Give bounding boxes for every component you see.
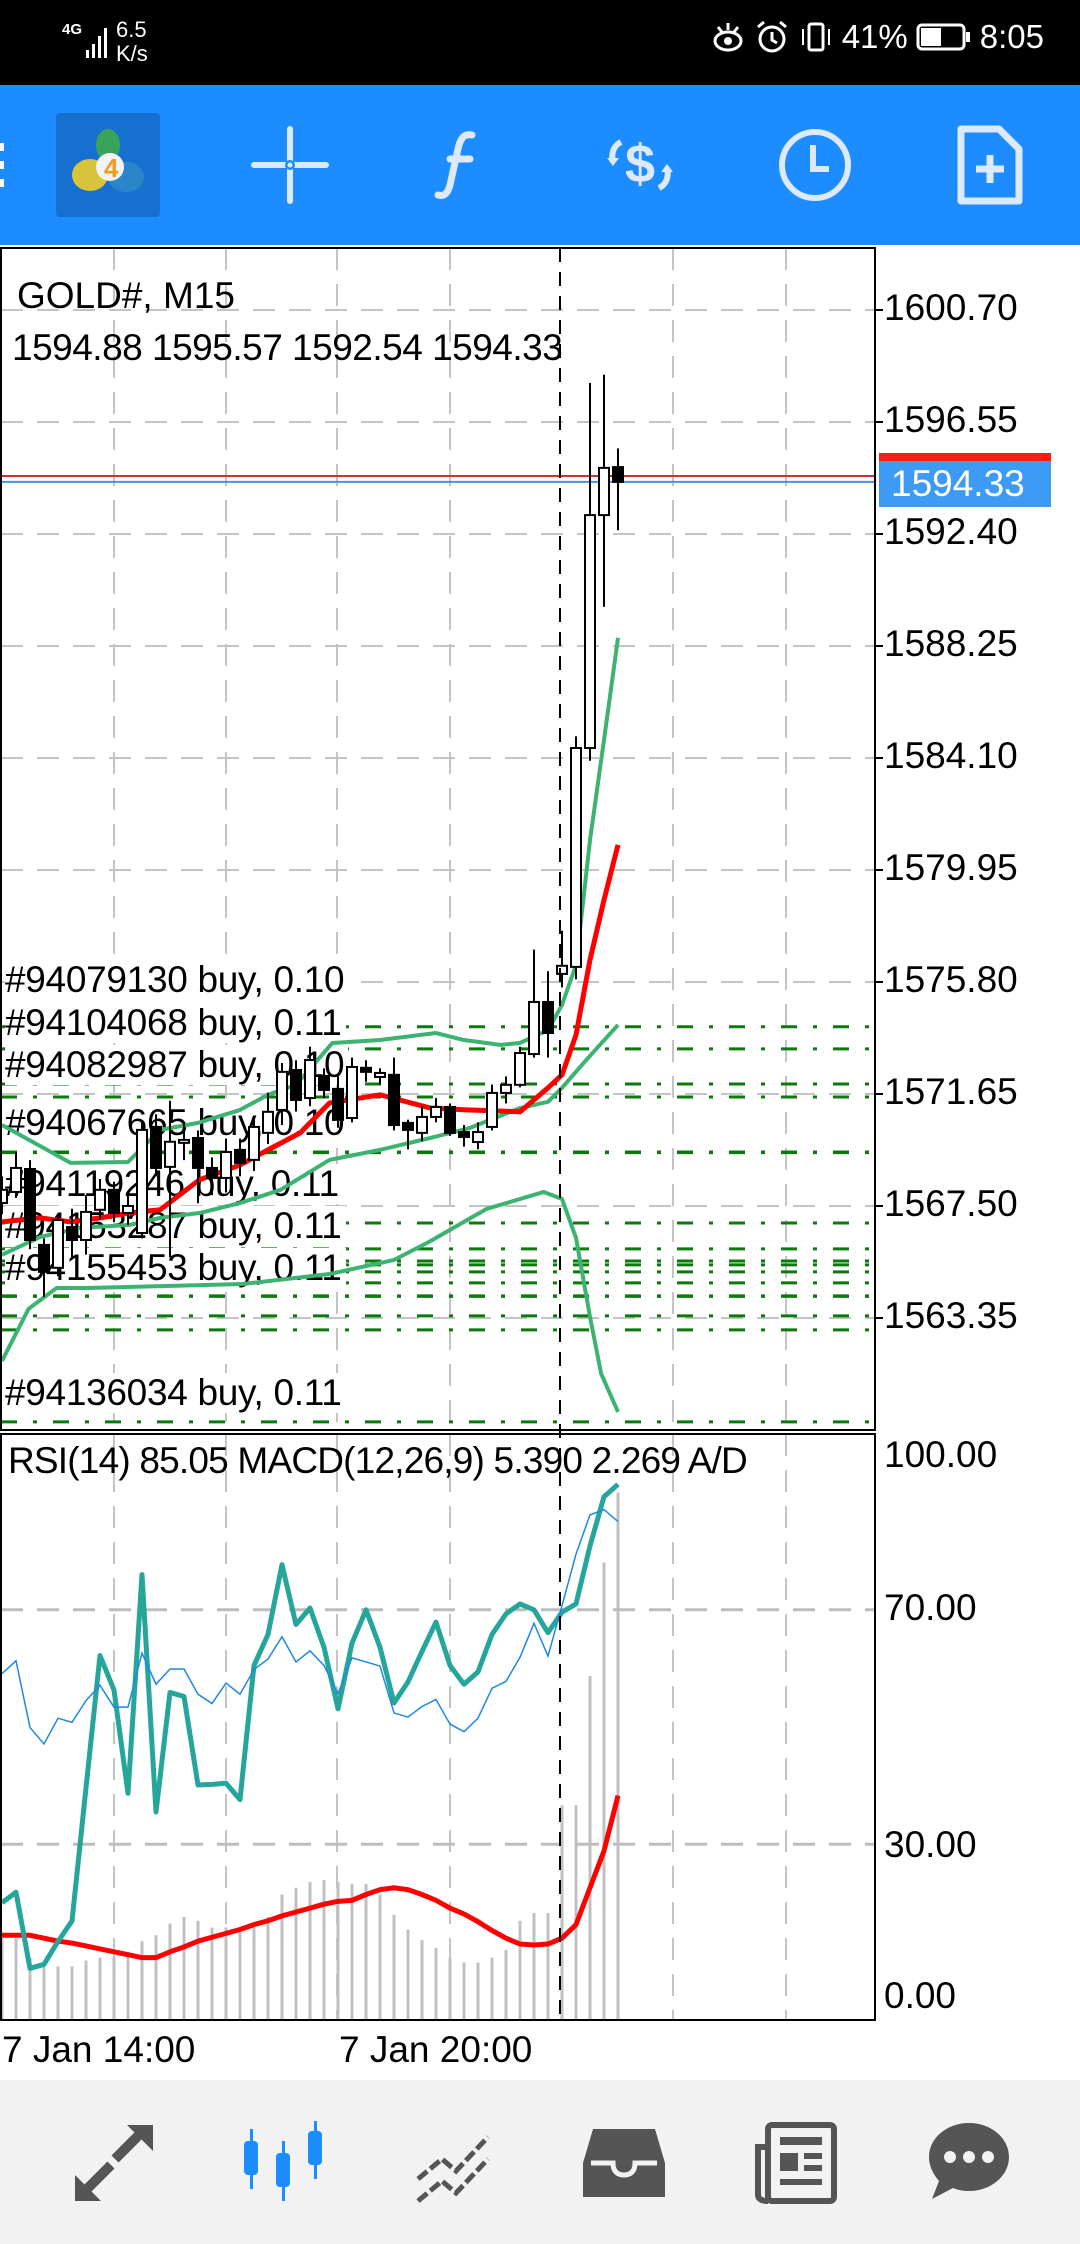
top-toolbar: 4 $ [0, 85, 1080, 245]
svg-text:$: $ [625, 134, 655, 194]
price-tick-label: 1563.35 [884, 1295, 1018, 1336]
candle-bear [388, 1073, 400, 1127]
speed-value: 6.5 [116, 17, 147, 42]
vibrate-icon [801, 22, 830, 52]
price-tick-label: 1584.10 [884, 735, 1018, 776]
news-icon [755, 2122, 837, 2204]
menu-icon [0, 143, 4, 187]
order-label: #94067665 buy, 0.10 [5, 1103, 349, 1143]
speed-unit: K/s [116, 41, 148, 66]
order-label: #94104068 buy, 0.11 [5, 1003, 346, 1043]
candle-bull [374, 1071, 386, 1078]
candle-bull [514, 1051, 526, 1086]
ask-marker [879, 453, 1051, 461]
indicator-tick-label: 30.00 [884, 1824, 977, 1865]
nav-news[interactable] [747, 2112, 847, 2212]
candle-bull [528, 1000, 540, 1056]
price-tick-label: 1588.25 [884, 623, 1018, 664]
candle-bull [556, 964, 568, 975]
trade-arrows-icon [75, 2125, 153, 2201]
svg-text:4: 4 [104, 153, 119, 183]
candle-bear [360, 1066, 372, 1073]
trade-inbox-icon [583, 2129, 665, 2197]
price-tick-label: 1567.50 [884, 1183, 1018, 1224]
alarm-icon [756, 20, 787, 53]
status-bar: 4G 6.5 K/s 41% 8:05 [0, 0, 1080, 85]
bottom-navigation [0, 2080, 1080, 2244]
rsi-line [1, 1508, 619, 1746]
crosshair-icon [251, 126, 329, 204]
network-type: 4G [62, 21, 83, 38]
current-price-tag: 1594.33 [879, 453, 1051, 507]
order-label: #94155453 buy, 0.11 [5, 1248, 346, 1288]
indicator-tick-label: 70.00 [884, 1587, 977, 1628]
mt4-logo: 4 [72, 129, 144, 192]
chat-icon [929, 2123, 1009, 2199]
price-tick-label: 1575.80 [884, 959, 1018, 1000]
candle-bear [234, 1148, 246, 1164]
candle-bear [402, 1121, 414, 1131]
nav-quotes[interactable] [62, 2112, 162, 2212]
chart-candles-icon [244, 2121, 322, 2201]
eye-comfort-icon [713, 23, 743, 52]
network-speed: 6.5 K/s [116, 18, 148, 66]
candle-bull [598, 466, 610, 517]
new-object-button[interactable] [940, 115, 1040, 215]
signal-icon [86, 28, 107, 58]
order-label: #94119246 buy, 0.11 [5, 1164, 343, 1204]
candle-bull [500, 1083, 512, 1094]
candle-bull [570, 747, 582, 968]
candle-bear [612, 466, 624, 483]
indicator-header: RSI(14) 85.05 MACD(12,26,9) 5.390 2.269 … [8, 1440, 748, 1481]
nav-trade[interactable] [405, 2112, 505, 2212]
candle-bear [542, 1000, 554, 1035]
menu-button[interactable] [0, 115, 34, 215]
nav-history[interactable] [574, 2112, 674, 2212]
price-tick-label: 1571.65 [884, 1071, 1018, 1112]
new-object-icon [957, 125, 1023, 205]
price-tick-label: 1592.40 [884, 511, 1018, 552]
indicator-panel-frame [0, 1433, 876, 2021]
battery-icon [916, 23, 970, 51]
battery-percent: 41% [841, 18, 908, 55]
time-label-1400: 7 Jan 14:00 [2, 2029, 196, 2070]
timeframe-button[interactable] [765, 115, 865, 215]
candle-bull [472, 1131, 484, 1144]
timeframe-clock-icon [779, 129, 851, 201]
candle-bear [444, 1105, 456, 1134]
ohlc-readout: 1594.88 1595.57 1592.54 1594.33 [12, 327, 563, 368]
candle-bear [458, 1131, 470, 1138]
candle-bull [346, 1066, 358, 1120]
trade-icon: $ [607, 134, 673, 194]
nav-chat[interactable] [919, 2112, 1019, 2212]
current-price: 1594.33 [879, 461, 1051, 507]
candle-bull [584, 514, 596, 750]
candle-bull [430, 1105, 442, 1118]
order-label: #94136034 buy, 0.11 [5, 1373, 346, 1413]
trade-button[interactable]: $ [590, 115, 690, 215]
time-label-2000: 7 Jan 20:00 [339, 2029, 533, 2070]
order-label: #94153287 buy, 0.11 [5, 1206, 346, 1246]
mt4-logo-button[interactable]: 4 [56, 113, 160, 217]
indicators-icon [434, 131, 476, 199]
clock-time: 8:05 [979, 18, 1044, 55]
price-tick-label: 1596.55 [884, 399, 1018, 440]
crosshair-button[interactable] [240, 115, 340, 215]
trend-lines-icon [416, 2135, 490, 2203]
order-label: #94079130 buy, 0.10 [5, 960, 349, 1000]
nav-chart[interactable] [233, 2112, 333, 2212]
order-label: #94082987 buy, 0.10 [5, 1045, 349, 1085]
price-tick-label: 1579.95 [884, 847, 1018, 888]
status-right: 41% 8:05 [710, 18, 1044, 56]
indicator-tick-label: 0.00 [884, 1975, 957, 2016]
symbol-title: GOLD#, M15 [17, 275, 235, 316]
candle-bull [416, 1115, 428, 1134]
macd-signal-line [2, 1794, 621, 1961]
indicators-button[interactable] [410, 115, 510, 215]
indicator-tick-label: 100.00 [884, 1434, 998, 1475]
ad-line [0, 1482, 620, 1971]
candle-bull [486, 1091, 498, 1128]
price-tick-label: 1600.70 [884, 287, 1018, 328]
